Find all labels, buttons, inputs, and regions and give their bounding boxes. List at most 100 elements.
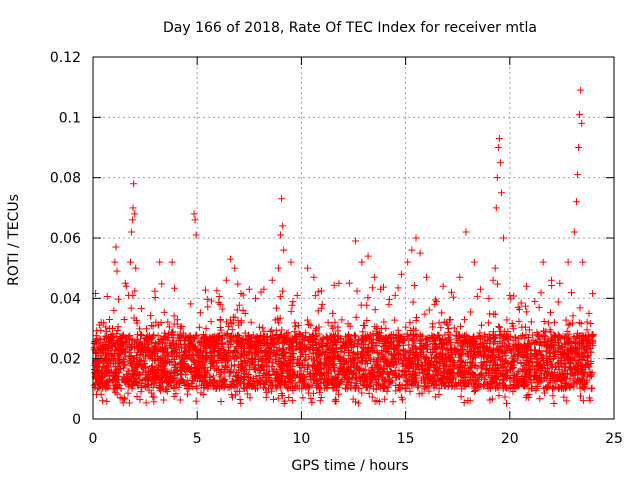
data-point bbox=[445, 316, 453, 324]
data-point bbox=[564, 258, 572, 266]
data-point bbox=[350, 361, 358, 369]
data-point bbox=[268, 276, 276, 284]
data-point bbox=[436, 350, 444, 358]
data-point bbox=[494, 361, 502, 369]
data-point bbox=[228, 326, 236, 334]
data-point bbox=[299, 394, 307, 402]
data-point bbox=[235, 332, 243, 340]
data-point bbox=[195, 347, 203, 355]
data-point bbox=[129, 216, 137, 224]
data-point bbox=[294, 321, 302, 329]
data-point bbox=[131, 210, 139, 218]
data-point bbox=[315, 383, 323, 391]
data-point bbox=[469, 350, 477, 358]
data-point bbox=[206, 373, 214, 381]
data-point bbox=[139, 368, 147, 376]
data-point bbox=[203, 354, 211, 362]
data-point bbox=[126, 349, 134, 357]
data-point bbox=[328, 322, 336, 330]
data-point bbox=[277, 365, 285, 373]
data-point bbox=[551, 363, 559, 371]
data-point bbox=[478, 321, 486, 329]
data-point bbox=[331, 318, 339, 326]
data-point bbox=[421, 310, 429, 318]
data-point bbox=[279, 222, 287, 230]
data-point bbox=[244, 381, 252, 389]
data-point bbox=[425, 382, 433, 390]
data-point bbox=[408, 246, 416, 254]
data-point bbox=[118, 395, 126, 403]
data-point bbox=[444, 383, 452, 391]
data-point bbox=[523, 360, 531, 368]
data-point bbox=[277, 358, 285, 366]
data-point bbox=[170, 284, 178, 292]
data-point bbox=[97, 381, 105, 389]
data-point bbox=[566, 382, 574, 390]
data-point bbox=[169, 339, 177, 347]
data-point bbox=[585, 333, 593, 341]
data-point bbox=[456, 333, 464, 341]
data-point bbox=[414, 354, 422, 362]
data-point bbox=[211, 365, 219, 373]
data-point bbox=[329, 309, 337, 317]
data-point bbox=[188, 368, 196, 376]
data-point bbox=[357, 301, 365, 309]
data-point bbox=[523, 346, 531, 354]
data-point bbox=[231, 264, 239, 272]
data-point bbox=[272, 352, 280, 360]
data-point bbox=[473, 364, 481, 372]
data-point bbox=[493, 366, 501, 374]
data-point bbox=[352, 313, 360, 321]
data-point bbox=[156, 258, 164, 266]
data-point bbox=[495, 392, 503, 400]
data-point bbox=[318, 300, 326, 308]
data-point bbox=[101, 332, 109, 340]
data-point bbox=[234, 338, 242, 346]
data-point bbox=[174, 343, 182, 351]
data-point bbox=[550, 400, 558, 408]
data-point bbox=[116, 364, 124, 372]
data-point bbox=[547, 336, 555, 344]
data-point bbox=[577, 86, 585, 94]
data-point bbox=[256, 379, 264, 387]
data-point bbox=[528, 379, 536, 387]
data-point bbox=[510, 292, 518, 300]
data-point bbox=[470, 337, 478, 345]
data-point bbox=[447, 357, 455, 365]
y-tick-label: 0.1 bbox=[59, 110, 81, 126]
data-point bbox=[332, 386, 340, 394]
data-point bbox=[448, 368, 456, 376]
data-point bbox=[380, 318, 388, 326]
data-point bbox=[143, 341, 151, 349]
data-point bbox=[525, 334, 533, 342]
data-point bbox=[482, 359, 490, 367]
data-point bbox=[414, 383, 422, 391]
x-tick-label: 10 bbox=[292, 431, 310, 447]
data-point bbox=[314, 288, 322, 296]
data-point bbox=[500, 381, 508, 389]
data-point bbox=[470, 371, 478, 379]
data-point bbox=[102, 344, 110, 352]
data-point bbox=[373, 373, 381, 381]
data-point bbox=[314, 382, 322, 390]
data-point bbox=[496, 323, 504, 331]
data-point bbox=[176, 379, 184, 387]
data-point bbox=[156, 384, 164, 392]
data-point bbox=[548, 374, 556, 382]
data-point bbox=[262, 393, 270, 401]
data-point bbox=[338, 378, 346, 386]
data-point bbox=[209, 378, 217, 386]
data-point bbox=[554, 298, 562, 306]
data-point bbox=[464, 380, 472, 388]
data-point bbox=[501, 382, 509, 390]
data-point bbox=[466, 397, 474, 405]
data-point bbox=[150, 346, 158, 354]
data-point bbox=[435, 377, 443, 385]
data-point bbox=[228, 337, 236, 345]
data-point bbox=[183, 385, 191, 393]
data-point bbox=[523, 391, 531, 399]
data-point bbox=[525, 326, 533, 334]
data-point bbox=[230, 333, 238, 341]
data-point bbox=[537, 289, 545, 297]
